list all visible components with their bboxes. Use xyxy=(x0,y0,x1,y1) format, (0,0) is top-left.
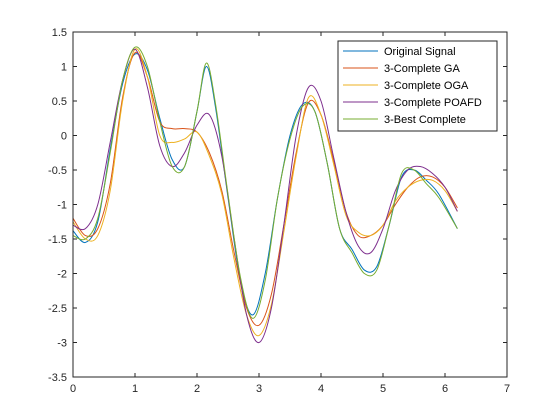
legend-label-3-complete-poafd: 3-Complete POAFD xyxy=(384,97,482,109)
y-tick-label: 0 xyxy=(61,131,67,143)
legend-label-3-complete-oga: 3-Complete OGA xyxy=(384,80,469,92)
ticks-layer: 0 1 2 3 4 5 6 7 -3.5 -3 -2.5 -2 -1.5 -1 -0.5 0 0.5 1 1.5 xyxy=(48,27,510,395)
x-tick-label: 0 xyxy=(70,383,76,395)
y-tick-label: -0.5 xyxy=(48,165,67,177)
y-tick-label: 0.5 xyxy=(52,96,67,108)
legend-box xyxy=(337,40,498,132)
x-tick-label: 4 xyxy=(318,383,324,395)
x-tick-label: 3 xyxy=(256,383,262,395)
y-tick-label: 1.5 xyxy=(52,27,67,39)
x-tick-label: 5 xyxy=(380,383,386,395)
y-tick-label: 1 xyxy=(61,62,67,74)
y-tick-label: -3 xyxy=(57,338,67,350)
series-line-3-best-complete xyxy=(72,46,458,319)
legend: Original Signal 3-Complete GA 3-Complete O… xyxy=(337,40,498,132)
x-tick-label: 7 xyxy=(504,383,510,395)
legend-label-3-best-complete: 3-Best Complete xyxy=(384,114,466,126)
legend-label-3-complete-ga: 3-Complete GA xyxy=(384,63,460,75)
y-tick-label: -1 xyxy=(57,200,67,212)
plot-area: 0 1 2 3 4 5 6 7 -3.5 -3 -2.5 -2 -1.5 -1 -0.5 0 0.5 1 1.5 O… xyxy=(48,27,510,395)
x-tick-label: 1 xyxy=(132,383,138,395)
y-tick-label: -2.5 xyxy=(48,303,67,315)
x-tick-label: 6 xyxy=(442,383,448,395)
legend-entries: Original Signal 3-Complete GA 3-Complete O… xyxy=(343,46,482,126)
legend-label-original-signal: Original Signal xyxy=(384,46,456,58)
y-tick-label: -3.5 xyxy=(48,372,67,384)
x-tick-label: 2 xyxy=(194,383,200,395)
series-line-3-complete-poafd xyxy=(72,48,458,344)
y-tick-label: -1.5 xyxy=(48,234,67,246)
y-tick-label: -2 xyxy=(57,269,67,281)
series-layer xyxy=(72,46,458,344)
